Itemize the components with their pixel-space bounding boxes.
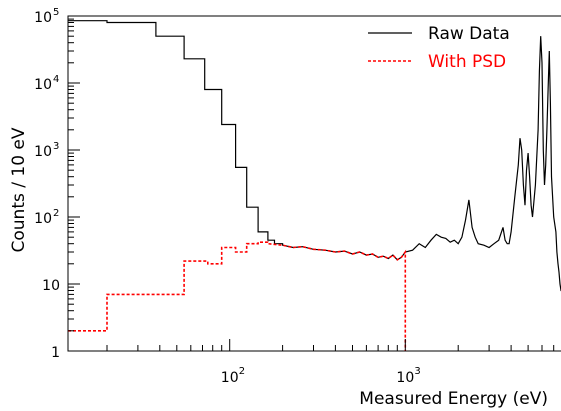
y-tick-exponent: 5 [53,7,59,18]
x-tick-label: 10 [221,370,239,386]
x-tick-label: 10 [396,370,414,386]
y-tick-label: 10 [34,77,52,93]
legend-label-with-psd: With PSD [428,52,506,72]
series-line-with-psd [68,241,407,351]
y-axis-label: Counts / 10 eV [9,127,29,252]
y-tick-base: 10 [34,144,52,160]
y-tick-label: 10 [34,144,52,160]
plot-frame [67,15,561,352]
y-tick-label: 10 [34,10,52,26]
x-tick-exponent: 2 [239,366,245,377]
x-tick-exponent: 3 [414,366,420,377]
y-tick-base: 10 [34,77,52,93]
y-tick-label: 10 [42,278,60,294]
y-tick-exponent: 4 [53,74,59,85]
legend-label-raw-data: Raw Data [428,24,510,44]
series-layer [68,20,561,351]
y-tick-base: 10 [34,211,52,227]
x-axis-label: Measured Energy (eV) [359,389,548,409]
y-tick-exponent: 3 [53,141,59,152]
y-tick-label: 1 [51,345,60,361]
legend: Raw Data With PSD [368,24,510,72]
y-tick-base: 10 [34,10,52,26]
series-line-raw-data [68,20,561,292]
y-tick-label: 10 [34,211,52,227]
y-tick-exponent: 2 [53,208,59,219]
